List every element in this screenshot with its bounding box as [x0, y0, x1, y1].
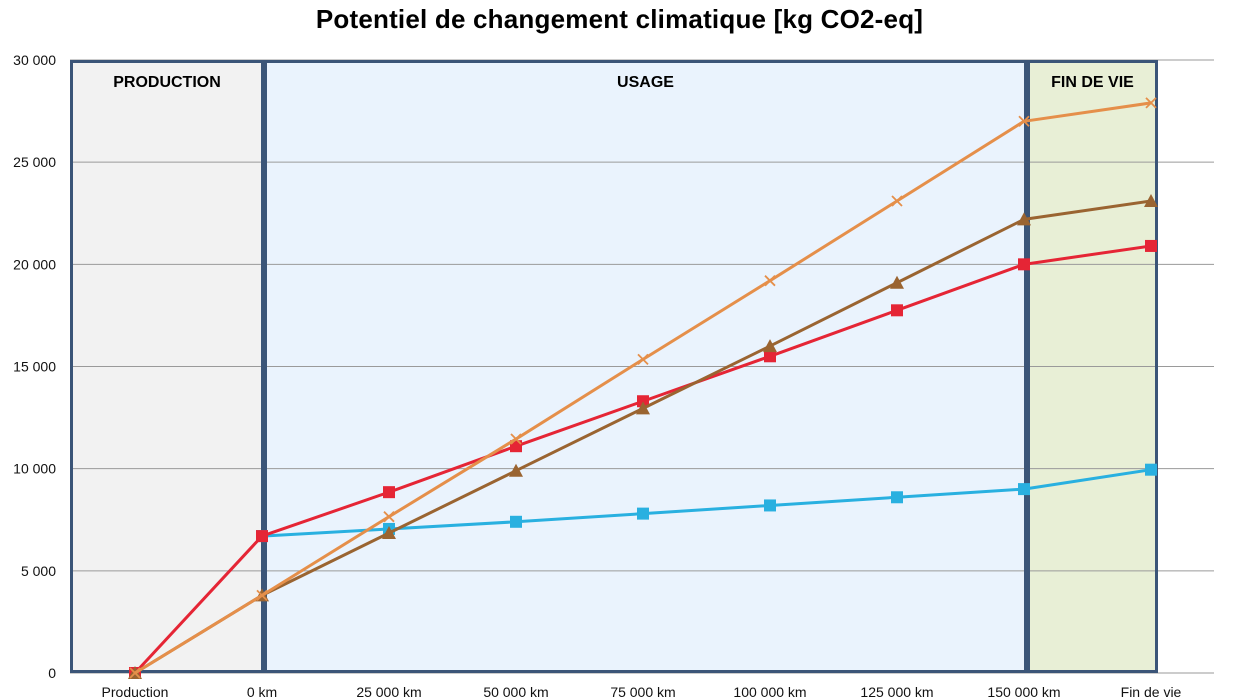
- y-tick-label: 20 000: [13, 256, 56, 272]
- y-tick-label: 15 000: [13, 359, 56, 375]
- x-tick-label: 150 000 km: [987, 684, 1060, 700]
- data-point: [637, 353, 649, 365]
- data-point: [1018, 115, 1030, 127]
- chart-title: Potentiel de changement climatique [kg C…: [315, 4, 924, 34]
- data-point: [763, 339, 777, 353]
- x-tick-label: 25 000 km: [356, 684, 421, 700]
- x-tick-label: 100 000 km: [733, 684, 806, 700]
- data-point: [891, 195, 903, 207]
- data-point: [637, 395, 649, 408]
- data-point: [509, 463, 523, 477]
- data-point: [637, 507, 649, 520]
- phase-frames: PRODUCTION USAGE FIN DE VIE: [70, 60, 1158, 673]
- data-point: [129, 667, 141, 679]
- data-point: [1145, 97, 1157, 109]
- data-point: [891, 491, 903, 504]
- data-point: [256, 530, 268, 543]
- phase-frame-2: [264, 60, 1027, 673]
- data-point: [890, 275, 904, 289]
- data-point: [510, 433, 522, 445]
- y-tick-label: 5 000: [21, 563, 56, 579]
- data-point: [1018, 258, 1030, 271]
- y-axis-ticks: 0 5 000 10 000 15 000 20 000 25 000 30 000: [13, 52, 56, 681]
- data-point: [1144, 193, 1158, 207]
- y-tick-label: 30 000: [13, 52, 56, 68]
- phase-label: USAGE: [617, 74, 674, 91]
- data-point: [1017, 212, 1031, 226]
- data-point: [256, 589, 268, 601]
- y-tick-label: 25 000: [13, 154, 56, 170]
- x-tick-label: 75 000 km: [610, 684, 675, 700]
- data-point: [764, 350, 776, 363]
- data-point: [1018, 483, 1030, 496]
- series-1-line: [261, 468, 1152, 538]
- y-tick-label: 10 000: [13, 461, 56, 477]
- x-axis-ticks: Production 0 km 25 000 km 50 000 km 75 000 k…: [102, 684, 1182, 700]
- data-point: [764, 499, 776, 512]
- x-tick-label: 50 000 km: [483, 684, 548, 700]
- data-point: [510, 515, 522, 528]
- data-point: [636, 401, 650, 415]
- data-point: [1145, 239, 1157, 252]
- phase-frame-1: [70, 60, 264, 673]
- x-tick-label: Production: [102, 684, 169, 700]
- series-layer: [128, 97, 1158, 679]
- data-point: [764, 275, 776, 287]
- series-4: [129, 97, 1157, 679]
- data-point: [891, 304, 903, 317]
- data-point: [1145, 463, 1157, 476]
- data-point: [382, 526, 396, 540]
- phase-label: FIN DE VIE: [1051, 74, 1134, 91]
- data-point: [383, 486, 395, 499]
- phase-label: PRODUCTION: [113, 74, 221, 91]
- x-tick-label: Fin de vie: [1121, 684, 1182, 700]
- data-point: [383, 511, 395, 523]
- x-tick-label: 125 000 km: [860, 684, 933, 700]
- phase-frame-3: [1027, 60, 1158, 673]
- x-tick-label: 0 km: [247, 684, 277, 700]
- y-tick-label: 0: [48, 665, 56, 681]
